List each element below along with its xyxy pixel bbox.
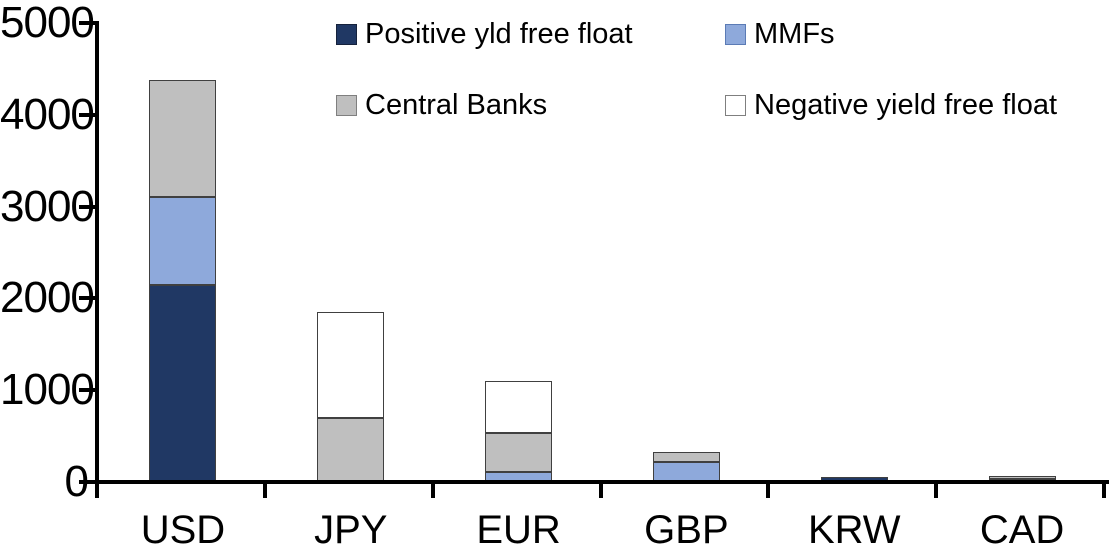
legend-label-central-banks: Central Banks <box>365 89 548 121</box>
x-axis-label-usd: USD <box>140 508 226 552</box>
bar-segment-usd-mmfs <box>149 197 217 285</box>
y-tick-mark <box>79 112 95 117</box>
x-tick-mark <box>262 482 267 498</box>
x-axis-label-jpy: JPY <box>314 508 388 552</box>
y-tick-mark <box>79 480 95 484</box>
x-tick-mark <box>934 482 939 498</box>
y-axis-line <box>95 21 99 486</box>
bar-segment-gbp-central-banks <box>652 451 720 462</box>
bar-segment-jpy-central-banks <box>317 417 385 482</box>
y-tick-mark <box>79 21 95 25</box>
bar-segment-jpy-negative-yield-free-float <box>317 312 385 418</box>
legend-label-negative-yield-free-float: Negative yield free float <box>754 89 1058 121</box>
legend-item-mmfs: MMFs <box>725 16 835 52</box>
y-axis-tick-label: 1000 <box>0 365 95 415</box>
x-axis-label-eur: EUR <box>476 508 561 552</box>
y-axis-tick-label: 5000 <box>0 0 95 47</box>
legend-swatch-mmfs <box>725 23 746 45</box>
x-axis-line <box>95 480 1109 484</box>
x-tick-mark <box>95 482 99 498</box>
y-tick-mark <box>79 296 95 301</box>
x-axis-label-gbp: GBP <box>644 508 729 552</box>
bar-segment-cad-central-banks <box>988 476 1056 479</box>
y-tick-mark <box>79 388 95 393</box>
y-tick-mark <box>79 204 95 209</box>
bar-segment-usd-positive-yld-free-float <box>149 284 217 482</box>
legend-item-negative-yield-free-float: Negative yield free float <box>725 87 1057 123</box>
x-tick-mark <box>1102 482 1106 498</box>
legend-item-positive-yld-free-float: Positive yld free float <box>336 16 633 52</box>
legend-swatch-negative-yield-free-float <box>725 94 746 116</box>
y-axis-tick-label: 2000 <box>0 273 95 323</box>
x-axis-label-cad: CAD <box>979 508 1065 552</box>
bar-segment-usd-central-banks <box>149 79 217 198</box>
bar-segment-gbp-mmfs <box>652 461 720 482</box>
y-axis-tick-label: 4000 <box>0 89 95 139</box>
y-axis-tick-label: 3000 <box>0 181 95 231</box>
x-tick-mark <box>430 482 435 498</box>
legend-label-mmfs: MMFs <box>754 18 835 50</box>
y-axis-tick-label: 0 <box>64 457 89 506</box>
bar-segment-eur-negative-yield-free-float <box>485 381 553 434</box>
x-axis-label-krw: KRW <box>807 508 901 552</box>
legend-swatch-positive-yld-free-float <box>336 23 357 45</box>
legend-swatch-central-banks <box>336 94 357 116</box>
legend-label-positive-yld-free-float: Positive yld free float <box>365 18 633 50</box>
x-tick-mark <box>766 482 771 498</box>
bar-segment-eur-central-banks <box>485 433 553 472</box>
legend-item-central-banks: Central Banks <box>336 87 547 123</box>
x-tick-mark <box>598 482 603 498</box>
